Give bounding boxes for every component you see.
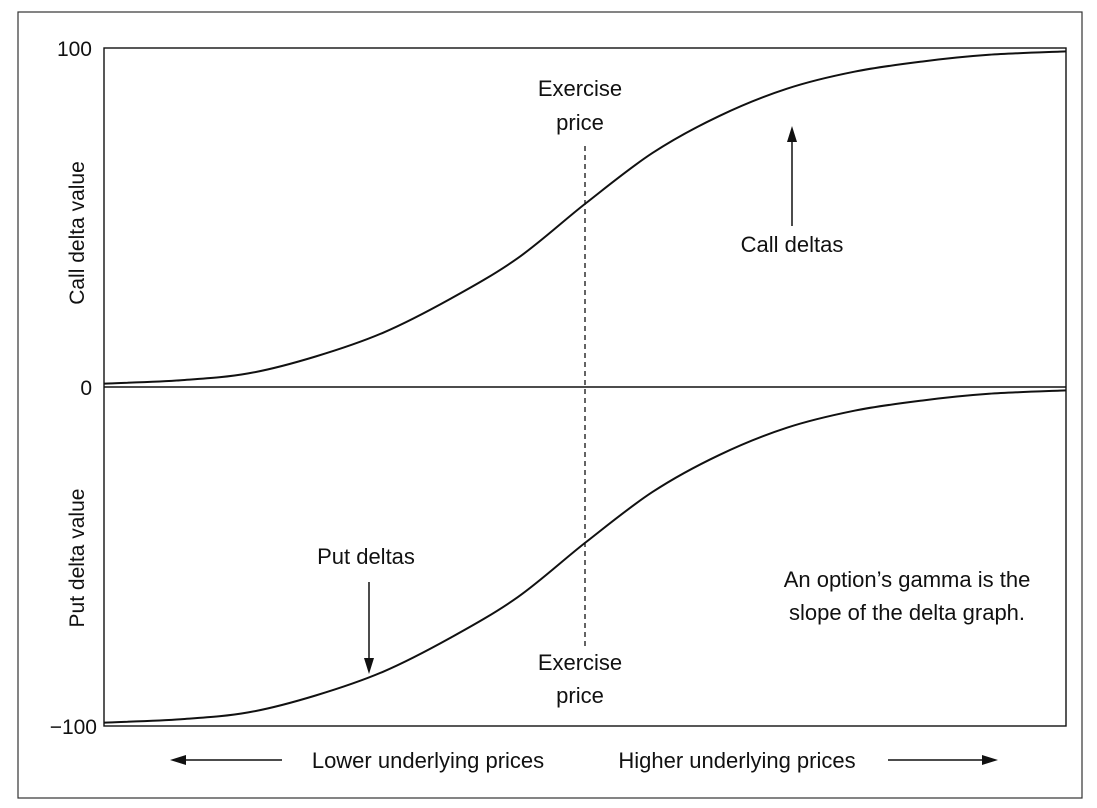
exercise-price-label-bottom-2: price (556, 683, 604, 708)
lower-prices-label: Lower underlying prices (312, 748, 544, 773)
exercise-price-label-top-1: Exercise (538, 76, 622, 101)
figure-frame (17, 11, 1083, 799)
gamma-note-line-2: slope of the delta graph. (789, 600, 1025, 625)
exercise-price-label-top-2: price (556, 110, 604, 135)
gamma-note-line-1: An option’s gamma is the (784, 567, 1031, 592)
call-deltas-label: Call deltas (741, 232, 844, 257)
y-tick-0: 0 (80, 377, 92, 400)
lower-prices-arrow-head (170, 755, 186, 765)
higher-prices-label: Higher underlying prices (618, 748, 855, 773)
y-tick-minus-100: −100 (50, 716, 97, 739)
y-axis-label-call: Call delta value (66, 161, 89, 305)
y-axis-label-put: Put delta value (66, 489, 89, 628)
call-deltas-line (103, 50, 1067, 385)
higher-prices-arrow-head (982, 755, 998, 765)
put-deltas-arrow-head (364, 658, 374, 674)
put-deltas-label: Put deltas (317, 544, 415, 569)
call-deltas-arrow-head (787, 126, 797, 142)
exercise-price-label-bottom-1: Exercise (538, 650, 622, 675)
put-deltas-line (103, 389, 1067, 724)
y-tick-100: 100 (57, 38, 92, 61)
